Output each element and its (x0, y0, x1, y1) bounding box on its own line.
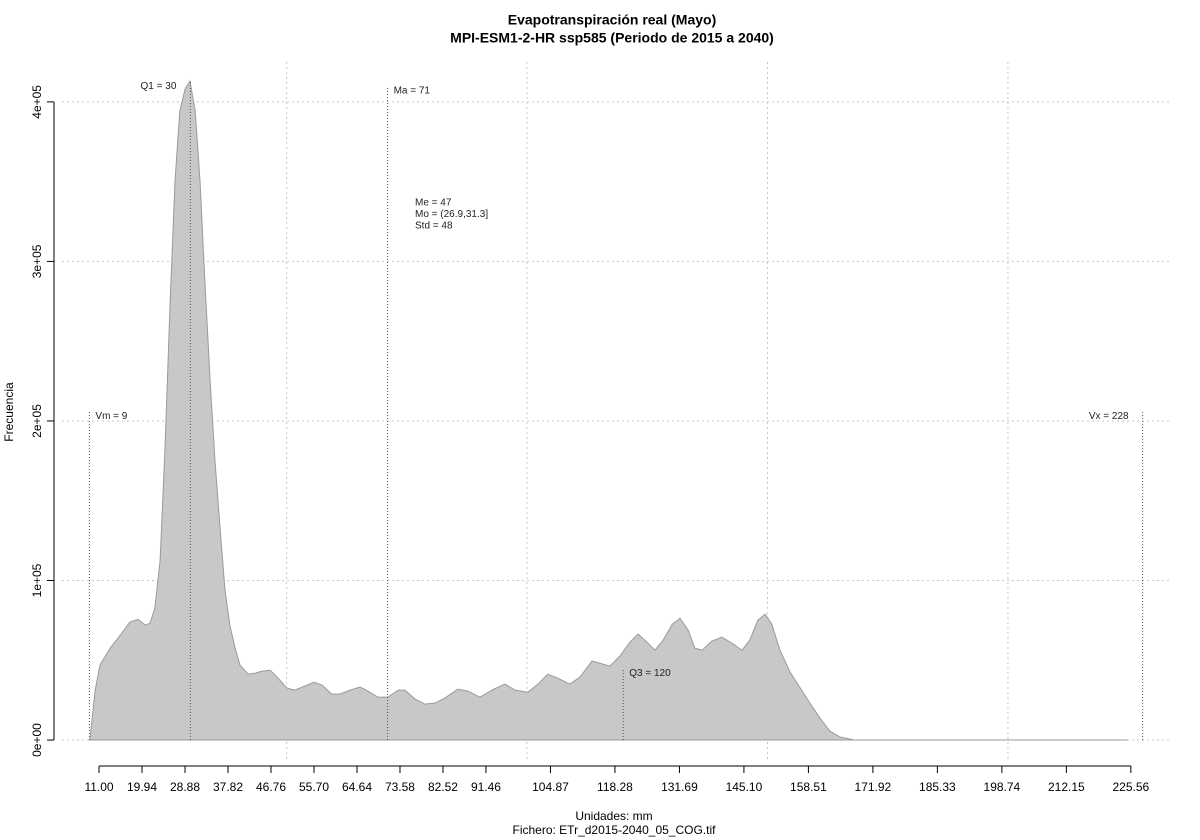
annotation-label: Q3 = 120 (629, 668, 671, 679)
x-tick-label: 171.92 (855, 780, 892, 794)
x-tick-label: 145.10 (726, 780, 763, 794)
annotation-label: Vm = 9 (95, 411, 127, 422)
x-tick-label: 55.70 (299, 780, 329, 794)
y-tick-label: 3e+05 (30, 244, 44, 278)
stat-label: Mo = (26.9,31.3] (415, 209, 488, 220)
x-tick-label: 91.46 (471, 780, 501, 794)
stat-label: Std = 48 (415, 221, 453, 232)
x-tick-label: 37.82 (213, 780, 243, 794)
x-tick-label: 118.28 (597, 780, 633, 794)
x-tick-label: 185.33 (919, 780, 956, 794)
x-tick-label: 158.51 (790, 780, 827, 794)
annotation-label: Vx = 228 (1089, 411, 1129, 422)
y-tick-label: 1e+05 (30, 563, 44, 597)
x-tick-label: 28.88 (170, 780, 200, 794)
stat-label: Me = 47 (415, 198, 452, 209)
x-tick-label: 225.56 (1113, 780, 1150, 794)
x-tick-label: 19.94 (127, 780, 157, 794)
x-tick-label: 64.64 (342, 780, 372, 794)
x-axis-label: Unidades: mm (575, 809, 652, 823)
x-tick-label: 198.74 (984, 780, 1021, 794)
chart-title: Evapotranspiración real (Mayo) (508, 12, 717, 28)
y-tick-label: 2e+05 (30, 404, 44, 438)
y-axis-label: Frecuencia (2, 382, 16, 442)
x-tick-label: 131.69 (661, 780, 698, 794)
density-area (89, 79, 1128, 741)
annotation-label: Q1 = 30 (141, 81, 177, 92)
annotation-label: Ma = 71 (394, 86, 431, 97)
caption: Fichero: ETr_d2015-2040_05_COG.tif (513, 823, 717, 837)
x-tick-label: 212.15 (1048, 780, 1085, 794)
x-tick-label: 82.52 (428, 780, 458, 794)
y-tick-label: 4e+05 (30, 85, 44, 119)
chart-subtitle: MPI-ESM1-2-HR ssp585 (Periodo de 2015 a … (450, 30, 774, 46)
x-tick-label: 104.87 (532, 780, 569, 794)
y-tick-label: 0e+00 (30, 723, 44, 757)
x-tick-label: 11.00 (84, 780, 113, 794)
x-tick-label: 73.58 (385, 780, 415, 794)
x-tick-label: 46.76 (256, 780, 286, 794)
